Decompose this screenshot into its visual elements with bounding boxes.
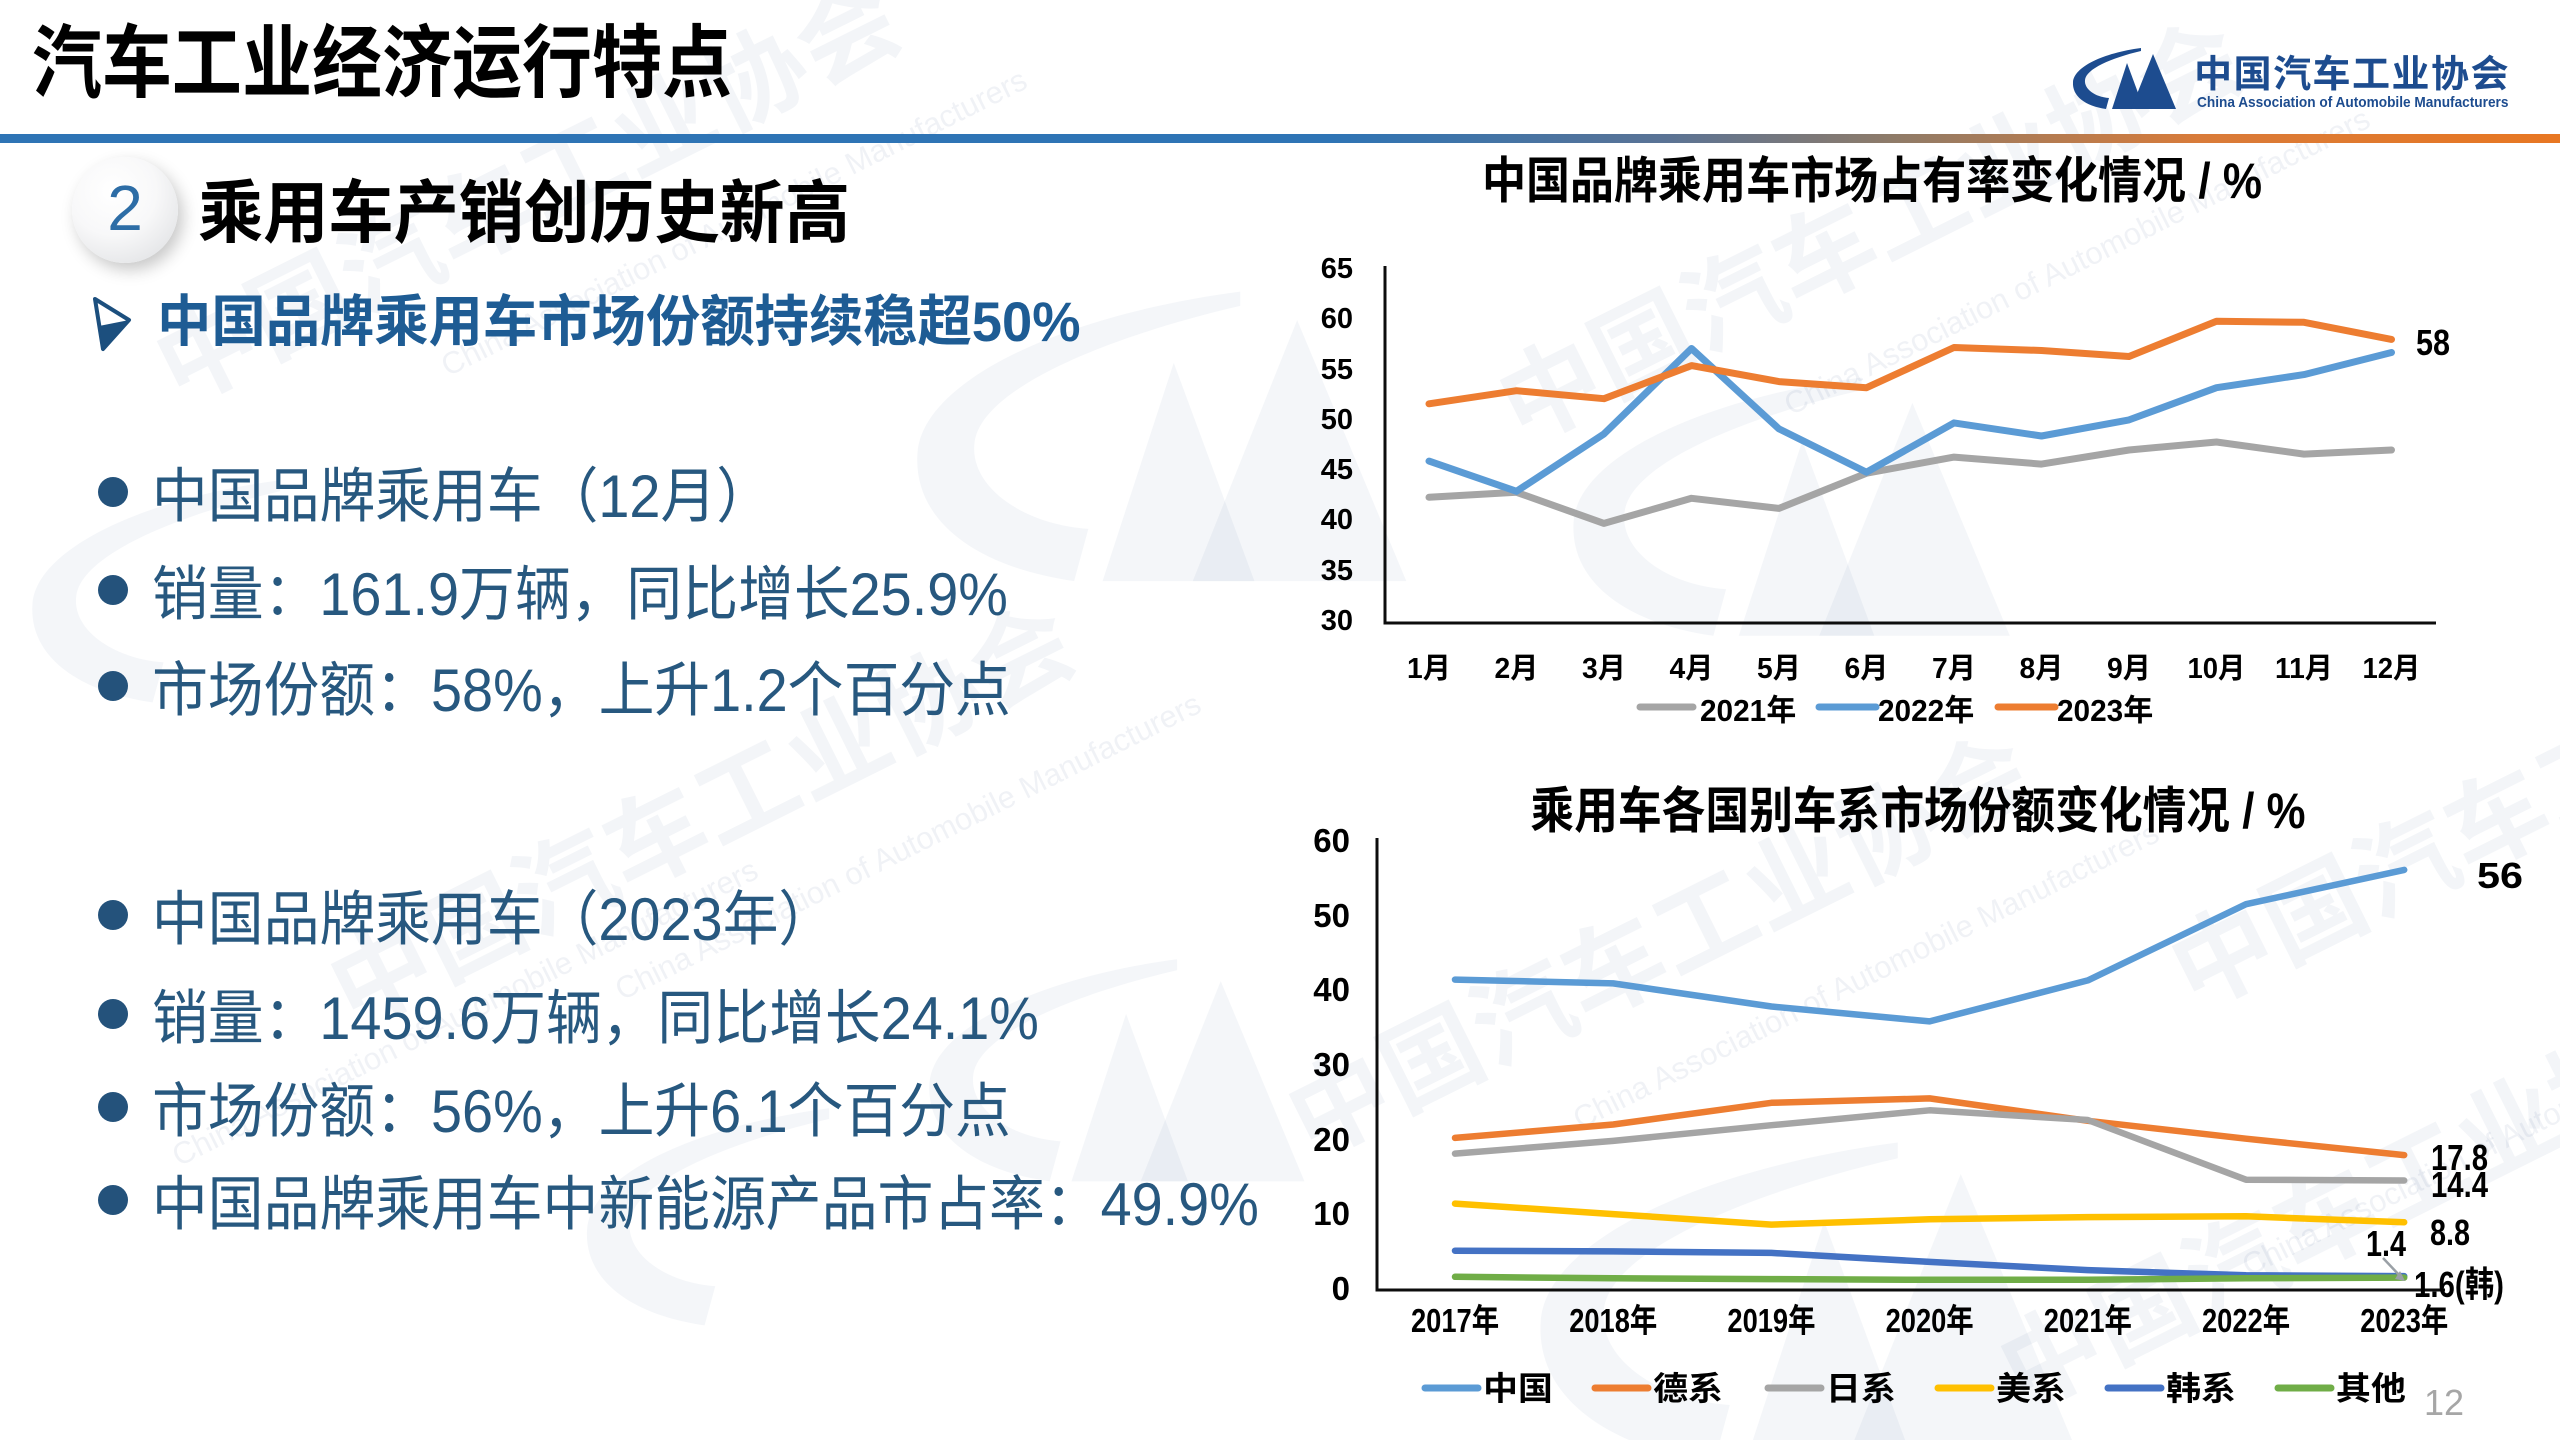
svg-text:58: 58 [2416,322,2450,363]
svg-text:45: 45 [1321,454,1353,486]
svg-text:11月: 11月 [2275,653,2333,685]
svg-text:50: 50 [1321,404,1353,436]
svg-text:2023年: 2023年 [2360,1302,2448,1339]
svg-text:乘用车各国别车系市场份额变化情况 / %: 乘用车各国别车系市场份额变化情况 / % [1531,780,2306,843]
svg-text:德系: 德系 [1653,1362,1723,1410]
svg-text:2023年: 2023年 [2057,693,2153,728]
svg-text:6月: 6月 [1845,653,1889,685]
svg-text:2017年: 2017年 [1411,1302,1499,1339]
svg-text:12月: 12月 [2363,653,2421,685]
svg-text:0: 0 [1332,1270,1350,1307]
svg-text:中国品牌乘用车市场占有率变化情况 / %: 中国品牌乘用车市场占有率变化情况 / % [1482,141,2262,213]
svg-text:40: 40 [1321,504,1353,536]
svg-text:4月: 4月 [1670,653,1714,685]
svg-text:2021年: 2021年 [2044,1302,2132,1339]
svg-text:17.8: 17.8 [2431,1137,2488,1178]
svg-text:50: 50 [1313,897,1350,934]
svg-text:9月: 9月 [2107,653,2151,685]
svg-text:3月: 3月 [1582,653,1626,685]
svg-text:2019年: 2019年 [1727,1302,1815,1339]
svg-text:30: 30 [1321,605,1353,637]
svg-text:2月: 2月 [1495,653,1539,685]
svg-text:10月: 10月 [2188,653,2246,685]
svg-text:40: 40 [1313,971,1350,1008]
svg-text:2022年: 2022年 [1878,693,1974,728]
svg-text:30: 30 [1313,1046,1350,1083]
svg-text:日系: 日系 [1826,1362,1896,1410]
svg-text:20: 20 [1313,1121,1350,1158]
svg-text:美系: 美系 [1996,1362,2066,1410]
svg-text:8.8: 8.8 [2430,1212,2470,1253]
svg-text:7月: 7月 [1932,653,1976,685]
svg-text:56: 56 [2477,855,2523,896]
svg-text:2022年: 2022年 [2202,1302,2290,1339]
svg-text:14.4: 14.4 [2431,1164,2488,1205]
svg-text:2021年: 2021年 [1700,693,1796,728]
svg-text:韩系: 韩系 [2166,1362,2236,1410]
svg-text:1月: 1月 [1407,653,1451,685]
svg-text:65: 65 [1321,253,1353,285]
svg-text:10: 10 [1313,1195,1350,1232]
svg-text:其他: 其他 [2336,1362,2406,1410]
svg-text:60: 60 [1313,822,1350,859]
svg-text:2018年: 2018年 [1569,1302,1657,1339]
svg-text:1.6(韩): 1.6(韩) [2414,1256,2504,1308]
svg-text:5月: 5月 [1757,653,1801,685]
svg-text:60: 60 [1321,303,1353,335]
svg-text:中国: 中国 [1483,1362,1553,1410]
svg-text:55: 55 [1321,354,1353,386]
svg-text:8月: 8月 [2020,653,2064,685]
svg-text:2020年: 2020年 [1886,1302,1974,1339]
svg-text:35: 35 [1321,555,1353,587]
svg-text:1.4: 1.4 [2366,1223,2406,1264]
